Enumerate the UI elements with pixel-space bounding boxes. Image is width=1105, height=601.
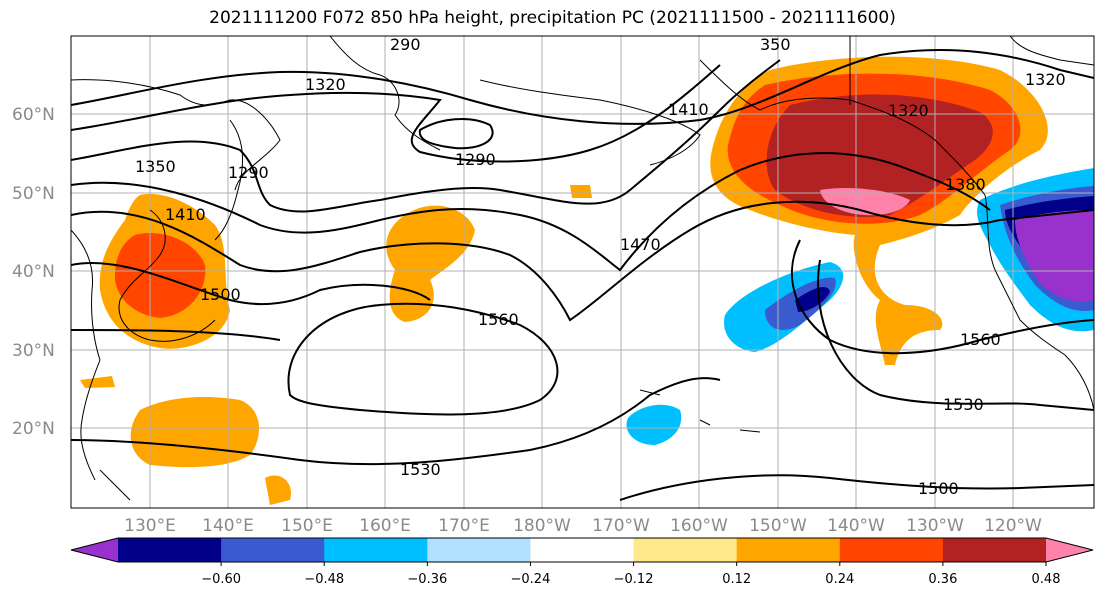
map-border bbox=[70, 35, 1095, 509]
colorbar-outline bbox=[70, 537, 1094, 563]
colorbar-tick-label: −0.48 bbox=[304, 572, 344, 587]
colorbar-segment bbox=[633, 538, 738, 562]
colorbar: −0.60 −0.48 −0.36 −0.24 −0.12 0.12 0.24 0.36 0.4… bbox=[70, 537, 1094, 587]
lon-label: 150°W bbox=[749, 516, 807, 536]
colorbar-segment bbox=[736, 538, 841, 562]
lon-label: 160°W bbox=[670, 516, 728, 536]
graticule bbox=[71, 36, 1094, 508]
precip-region-central-pacific bbox=[386, 205, 475, 322]
colorbar-segment bbox=[530, 538, 635, 562]
contour-label: 1350 bbox=[135, 157, 176, 176]
lon-label: 160°E bbox=[359, 516, 411, 536]
contour-label: 1290 bbox=[228, 163, 269, 182]
colorbar-segment bbox=[427, 538, 531, 562]
contour-labels: 1320 1290 1290 1350 1410 1500 1560 1470 … bbox=[135, 35, 1066, 498]
lat-label-40n: 40°N bbox=[12, 262, 55, 282]
lon-label: 120°W bbox=[984, 516, 1042, 536]
contour-label: 1500 bbox=[200, 285, 241, 304]
colorbar-tick-label: −0.60 bbox=[201, 572, 241, 587]
contour-label: 1320 bbox=[1025, 70, 1066, 89]
longitude-labels: 130°E 140°E 150°E 160°E 170°E 180°W 170°… bbox=[124, 516, 1042, 536]
map-title: 2021111200 F072 850 hPa height, precipit… bbox=[209, 8, 896, 28]
colorbar-tick-label: 0.36 bbox=[928, 572, 957, 587]
colorbar-tick-label: 0.24 bbox=[825, 572, 854, 587]
contour-label: 290 bbox=[390, 35, 421, 54]
lat-label-60n: 60°N bbox=[12, 105, 55, 125]
contour-label: 1470 bbox=[620, 235, 661, 254]
contour-label: 1380 bbox=[945, 175, 986, 194]
contour-label: 1530 bbox=[943, 395, 984, 414]
lon-label: 150°E bbox=[281, 516, 333, 536]
lon-label: 130°E bbox=[124, 516, 176, 536]
colorbar-tick-label: 0.12 bbox=[722, 572, 751, 587]
contour-label: 350 bbox=[760, 35, 791, 54]
lon-label: 130°W bbox=[906, 516, 964, 536]
contour-label: 1320 bbox=[305, 75, 346, 94]
contour-label: 1560 bbox=[960, 330, 1001, 349]
lon-label: 140°W bbox=[827, 516, 885, 536]
colorbar-segment bbox=[221, 538, 325, 562]
contour-label: 1530 bbox=[400, 460, 441, 479]
contour-label: 1290 bbox=[455, 150, 496, 169]
colorbar-tick-label: −0.24 bbox=[511, 572, 551, 587]
lat-label-30n: 30°N bbox=[12, 341, 55, 361]
colorbar-segment bbox=[118, 538, 222, 562]
colorbar-extend-low bbox=[71, 538, 118, 562]
colorbar-tick-label: −0.36 bbox=[407, 572, 447, 587]
coastlines bbox=[71, 36, 1094, 501]
height-contours bbox=[71, 49, 1094, 501]
contour-label: 1500 bbox=[918, 479, 959, 498]
precip-shading bbox=[80, 56, 1094, 505]
latitude-labels: 60°N 50°N 40°N 30°N 20°N bbox=[12, 105, 55, 439]
colorbar-segment bbox=[839, 538, 944, 562]
colorbar-tick-label: −0.12 bbox=[614, 572, 654, 587]
colorbar-tick-label: 0.48 bbox=[1032, 572, 1061, 587]
lat-label-50n: 50°N bbox=[12, 184, 55, 204]
contour-label: 1320 bbox=[888, 101, 929, 120]
lon-label: 180°W bbox=[513, 516, 571, 536]
colorbar-extend-high bbox=[1046, 538, 1093, 562]
colorbar-segment bbox=[942, 538, 1047, 562]
contour-label: 1410 bbox=[668, 100, 709, 119]
contour-label: 1410 bbox=[165, 205, 206, 224]
contour-label: 1560 bbox=[478, 310, 519, 329]
lon-label: 170°W bbox=[592, 516, 650, 536]
lon-label: 170°E bbox=[438, 516, 490, 536]
colorbar-segment bbox=[324, 538, 428, 562]
lat-label-20n: 20°N bbox=[12, 419, 55, 439]
lon-label: 140°E bbox=[202, 516, 254, 536]
